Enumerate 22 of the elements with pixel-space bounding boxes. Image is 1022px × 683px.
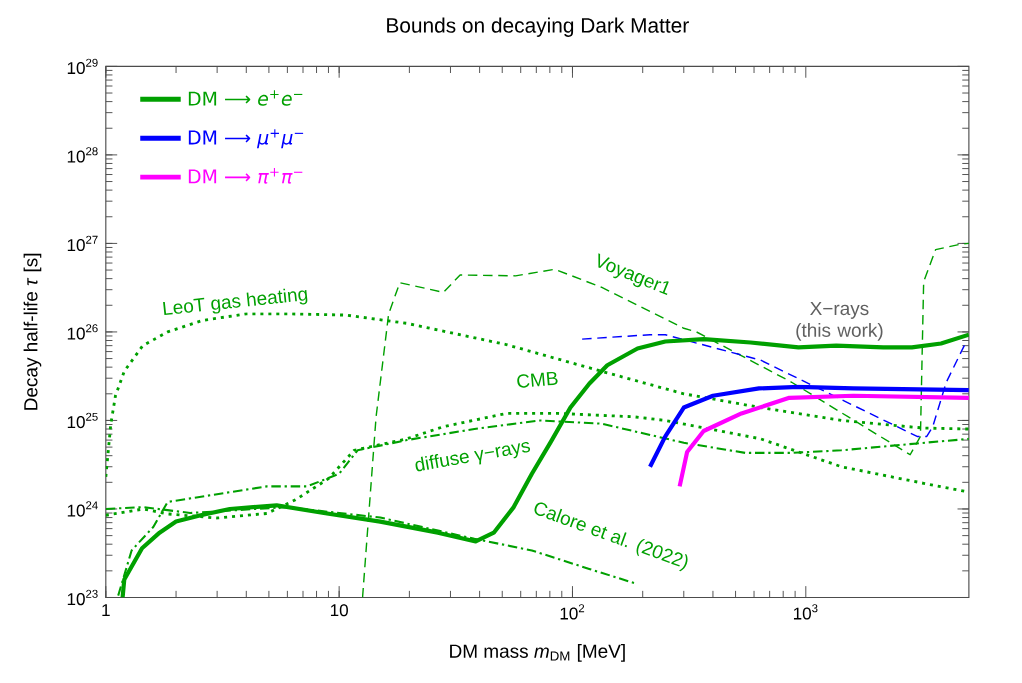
annotation: CMB (517, 371, 558, 388)
x-tick-label: 10$^{3}$ (793, 604, 818, 620)
annotation: Calore et al. (2022) (534, 502, 688, 572)
legend-label: DM ⟶ μ$^{+}$μ$^{−}$ (188, 129, 304, 149)
legend-label: DM ⟶ e$^{+}$e$^{−}$ (188, 90, 303, 106)
x-tick-label: 1 (102, 604, 110, 616)
annotation: X−rays (this work) (796, 301, 883, 341)
y-axis-title: Decay half-life τ [s] (23, 253, 42, 410)
annotation: diffuse γ−rays (415, 442, 531, 472)
legend-label: DM ⟶ π$^{+}$π$^{−}$ (188, 168, 303, 184)
x-axis-title: DM mass m$_{DM}$ [MeV] (450, 644, 625, 662)
annotation: LeoT gas heating (163, 288, 308, 316)
y-tick-label: 10$^{29}$ (67, 58, 98, 75)
y-tick-label: 10$^{25}$ (67, 412, 98, 429)
x-tick-label: 10$^{2}$ (560, 604, 585, 620)
y-tick-label: 10$^{26}$ (67, 324, 98, 340)
y-tick-label: 10$^{24}$ (67, 501, 98, 517)
y-tick-label: 10$^{23}$ (67, 589, 98, 606)
chart-title: Bounds on decaying Dark Matter (387, 17, 689, 37)
y-tick-label: 10$^{28}$ (67, 147, 98, 163)
y-tick-label: 10$^{27}$ (67, 235, 98, 252)
x-tick-label: 10 (330, 604, 348, 617)
